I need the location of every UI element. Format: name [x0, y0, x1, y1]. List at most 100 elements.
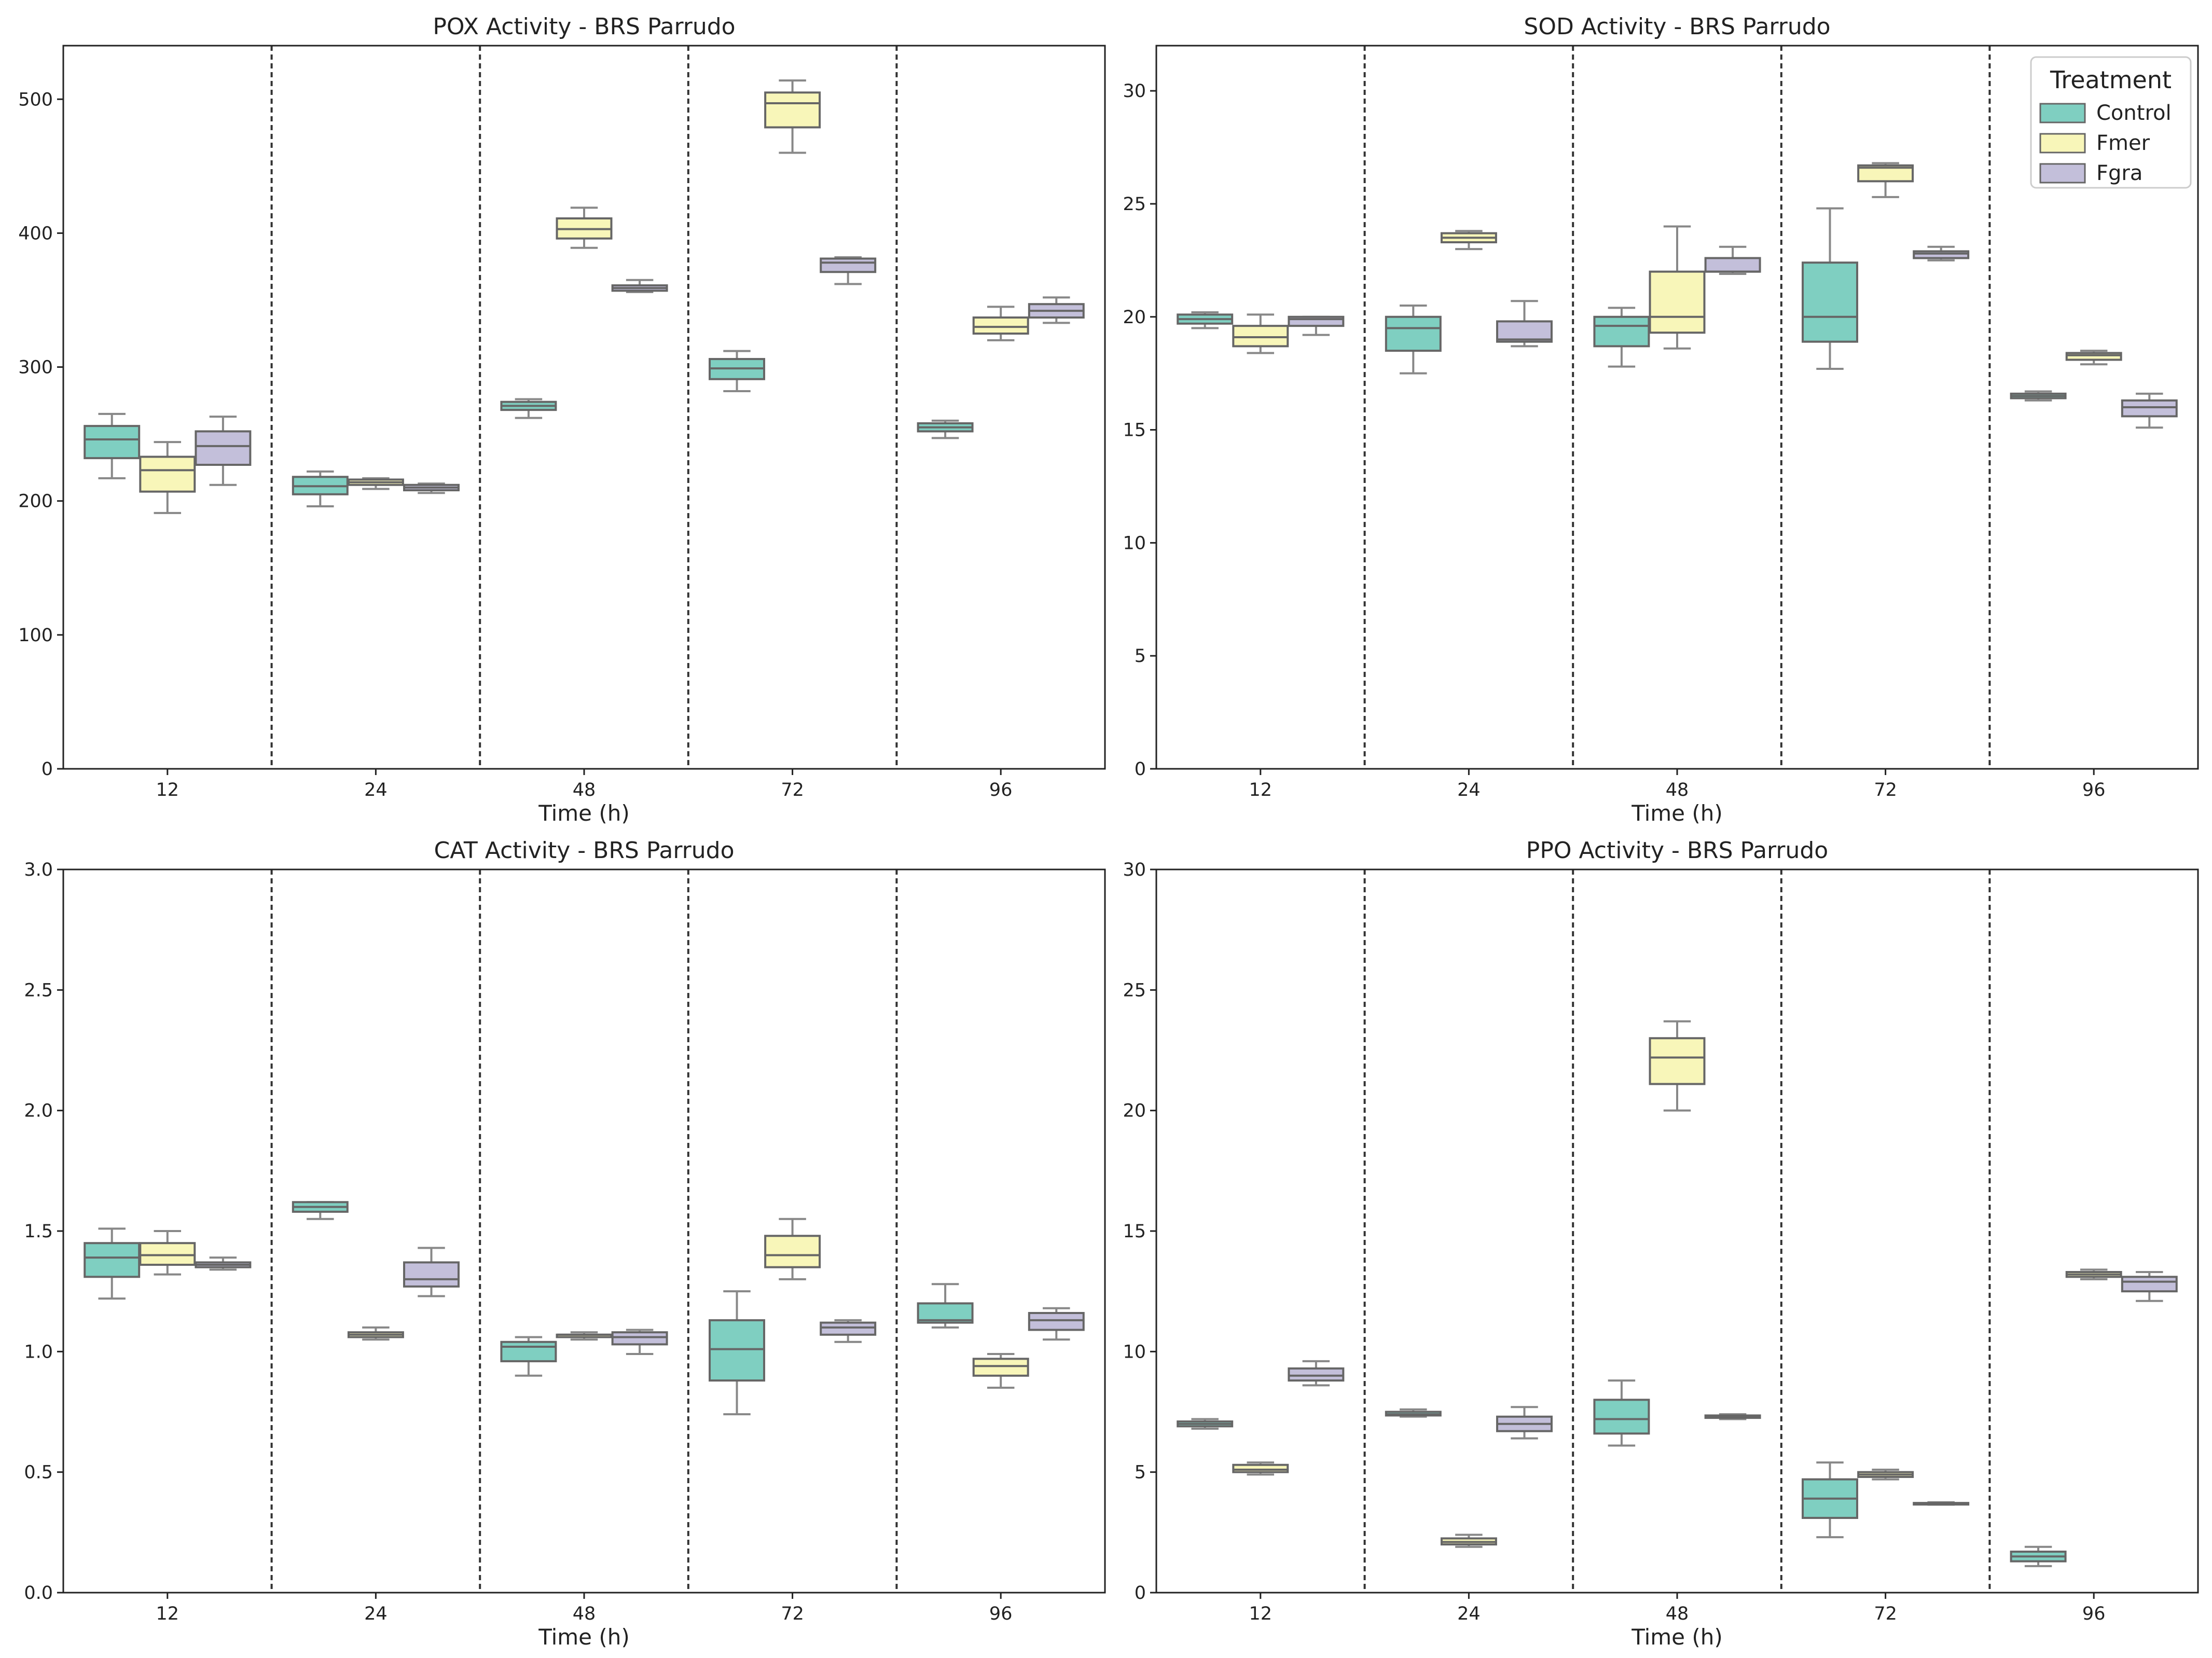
box-control-96 [917, 419, 974, 439]
legend-frame [2030, 56, 2192, 189]
box-fmer-12 [1232, 1461, 1289, 1476]
box-fgra-72 [1913, 245, 1970, 261]
y-tick-label: 0 [1135, 1583, 1146, 1604]
box-control-96 [2010, 390, 2067, 402]
series-fgra [195, 1247, 1085, 1355]
box-fgra-24 [1496, 300, 1553, 348]
y-tick-label: 25 [1123, 980, 1146, 1001]
box-fmer-12 [1232, 313, 1289, 354]
box-fgra-96 [1028, 296, 1085, 324]
series-fgra [1288, 245, 2178, 429]
y-tick-label: 20 [1123, 1101, 1146, 1122]
box-fgra-48 [1704, 1413, 1761, 1420]
x-axis-label: Time (h) [538, 1624, 630, 1650]
y-tick-label: 200 [18, 491, 53, 512]
x-tick-label: 12 [1249, 780, 1273, 800]
x-tick-label: 12 [1249, 1604, 1273, 1624]
box-control-72 [709, 350, 765, 393]
box-fmer-72 [764, 1218, 821, 1280]
legend-label-fmer: Fmer [2096, 131, 2150, 155]
box-fgra-24 [403, 482, 460, 494]
box-fmer-48 [556, 206, 613, 249]
box-body [1385, 315, 1442, 352]
box-body [764, 91, 821, 129]
box-body [972, 1358, 1029, 1377]
box-fmer-24 [1440, 1533, 1497, 1548]
box-body [1704, 257, 1761, 273]
chart-title: SOD Activity - BRS Parrudo [1524, 13, 1830, 40]
box-fgra-72 [820, 256, 877, 285]
box-control-24 [292, 470, 349, 508]
box-body [764, 1235, 821, 1268]
series-control [1177, 1379, 2067, 1567]
x-tick-label: 24 [364, 780, 388, 800]
y-tick-label: 25 [1123, 194, 1146, 215]
box-body [403, 1261, 460, 1288]
box-body [611, 1331, 668, 1346]
box-control-24 [1385, 1408, 1442, 1418]
box-fgra-48 [611, 1329, 668, 1355]
chart-panel-1: SOD Activity - BRS Parrudo 0 5 10 15 20 25 30 12… [1123, 13, 2199, 826]
x-tick-label: 96 [2082, 780, 2106, 800]
box-control-96 [917, 1283, 974, 1329]
box-fmer-72 [1857, 162, 1914, 198]
box-control-24 [1385, 304, 1442, 375]
box-fmer-12 [139, 441, 196, 514]
box-fmer-96 [972, 306, 1029, 341]
y-tick-label: 1.5 [24, 1221, 53, 1242]
box-fmer-96 [972, 1352, 1029, 1389]
plot-frame [62, 868, 1106, 1594]
box-body [2121, 399, 2178, 418]
x-tick-label: 48 [573, 780, 596, 800]
x-tick-label: 12 [156, 1604, 179, 1624]
box-body [2065, 352, 2122, 361]
box-body [500, 1341, 557, 1362]
box-fmer-24 [347, 477, 404, 490]
box-fmer-96 [2065, 350, 2122, 366]
legend-swatch-fgra [2039, 163, 2086, 184]
box-control-96 [2010, 1545, 2067, 1567]
box-fgra-96 [1028, 1307, 1085, 1341]
legend-swatch-control [2039, 103, 2086, 123]
box-fgra-12 [1288, 315, 1345, 336]
box-fmer-24 [347, 1326, 404, 1341]
box-body [1649, 1037, 1706, 1085]
box-control-12 [84, 1227, 141, 1300]
box-fmer-96 [2065, 1268, 2122, 1280]
chart-panel-2: CAT Activity - BRS Parrudo 0.0 0.5 1.0 1.5 2.… [24, 837, 1106, 1650]
box-body [1593, 315, 1650, 348]
box-body [820, 257, 877, 273]
box-body [1913, 250, 1970, 259]
y-tick-label: 100 [18, 625, 53, 646]
box-body [972, 316, 1029, 335]
y-tick-label: 5 [1135, 1462, 1146, 1483]
box-body [1593, 1399, 1650, 1435]
box-fgra-96 [2121, 392, 2178, 429]
y-tick-label: 2.0 [24, 1101, 53, 1122]
box-control-12 [84, 412, 141, 479]
legend-label-fgra: Fgra [2096, 161, 2142, 185]
series-fmer [1232, 1020, 2122, 1548]
x-tick-label: 48 [1666, 1604, 1689, 1624]
box-body [1028, 1311, 1085, 1331]
box-fmer-48 [1649, 225, 1706, 350]
box-control-48 [1593, 307, 1650, 368]
legend-title: Treatment [2050, 66, 2172, 94]
y-tick-label: 300 [18, 357, 53, 378]
box-fgra-24 [403, 1247, 460, 1297]
box-control-48 [500, 398, 557, 419]
x-tick-label: 72 [781, 780, 804, 800]
x-tick-label: 24 [1457, 1604, 1481, 1624]
x-tick-label: 96 [2082, 1604, 2106, 1624]
box-fgra-24 [1496, 1406, 1553, 1440]
y-tick-label: 0.5 [24, 1462, 53, 1483]
box-fmer-12 [139, 1230, 196, 1276]
y-tick-label: 0 [42, 759, 53, 780]
box-fmer-72 [764, 79, 821, 154]
box-control-12 [1177, 1418, 1234, 1430]
y-tick-label: 5 [1135, 646, 1146, 667]
y-tick-label: 30 [1123, 860, 1146, 880]
x-tick-label: 72 [1874, 780, 1897, 800]
chart-panel-0: POX Activity - BRS Parrudo 0 100 200 300 400 5… [18, 13, 1106, 826]
box-control-12 [1177, 311, 1234, 329]
